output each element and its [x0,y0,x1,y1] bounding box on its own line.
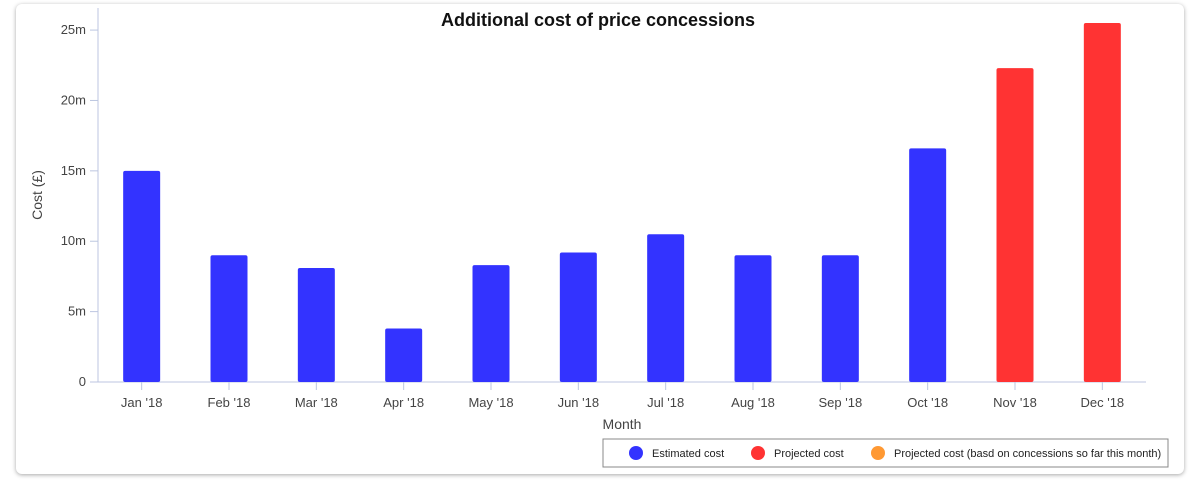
chart-title: Additional cost of price concessions [441,10,755,30]
legend-marker [751,446,765,460]
chart-card [16,4,1184,474]
legend-label[interactable]: Estimated cost [652,448,724,460]
y-tick-label: 10m [61,233,86,248]
bar[interactable] [385,328,423,382]
x-axis: Jan '18 Feb '18 Mar '18 Apr '18 May '18 Jun '… [98,381,1146,410]
x-tick-label: Oct '18 [907,395,948,410]
x-tick-label: Jan '18 [121,395,163,410]
y-tick-label: 15m [61,163,86,178]
y-tick-label: 5m [68,304,86,319]
bars [123,23,1121,383]
bar[interactable] [909,148,947,382]
legend-label[interactable]: Projected cost [774,448,844,460]
y-tick-label: 0 [79,374,86,389]
legend-marker [629,446,643,460]
x-tick-label: Apr '18 [383,395,424,410]
x-axis-label: Month [603,416,642,432]
bar[interactable] [297,267,335,382]
bar[interactable] [123,170,161,382]
legend-label[interactable]: Projected cost (basd on concessions so f… [894,448,1161,460]
bar[interactable] [821,255,859,382]
x-tick-label: Sep '18 [818,395,862,410]
bar[interactable] [996,68,1034,382]
x-tick-label: Nov '18 [993,395,1037,410]
bar[interactable] [559,252,597,382]
bar[interactable] [647,234,685,382]
x-tick-label: Aug '18 [731,395,775,410]
y-tick-label: 20m [61,92,86,107]
bar[interactable] [734,255,772,382]
bar[interactable] [1083,23,1121,383]
x-tick-label: Mar '18 [295,395,338,410]
x-tick-label: Feb '18 [208,395,251,410]
y-axis: 0 5m 10m 15m 20m 25m [61,8,99,389]
y-tick-label: 25m [61,22,86,37]
x-tick-label: Dec '18 [1080,395,1124,410]
legend-box [602,438,1169,468]
x-tick-label: Jul '18 [647,395,684,410]
legend: Estimated cost Projected cost Projected co… [602,438,1169,468]
y-axis-label: Cost (£) [29,170,45,220]
x-tick-label: May '18 [468,395,513,410]
x-tick-label: Jun '18 [558,395,600,410]
bar[interactable] [472,265,510,382]
bar[interactable] [210,255,248,382]
legend-marker [871,446,885,460]
